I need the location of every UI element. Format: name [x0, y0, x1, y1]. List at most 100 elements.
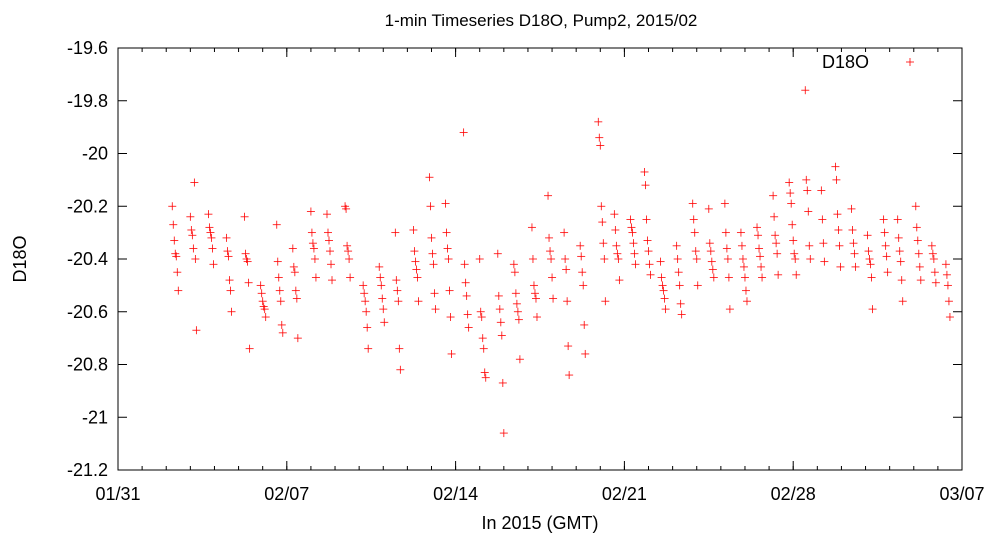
data-point [851, 262, 860, 271]
data-point [513, 307, 522, 316]
data-point [322, 210, 331, 219]
data-point [612, 241, 621, 250]
chart-title: 1-min Timeseries D18O, Pump2, 2015/02 [385, 11, 698, 30]
data-point [580, 320, 589, 329]
data-point [708, 265, 717, 274]
data-point [677, 310, 686, 319]
data-point [258, 297, 267, 306]
data-point [410, 247, 419, 256]
data-point [461, 278, 470, 287]
data-point [278, 328, 287, 337]
data-point [774, 270, 783, 279]
data-point [832, 175, 841, 184]
data-point [660, 294, 669, 303]
y-tick-label: -19.8 [67, 91, 108, 111]
data-point [188, 231, 197, 240]
data-point [725, 305, 734, 314]
data-point [915, 262, 924, 271]
data-point [531, 294, 540, 303]
data-point [614, 255, 623, 263]
data-point [360, 289, 369, 298]
data-point [771, 231, 780, 240]
data-point [611, 225, 620, 234]
data-point [227, 307, 236, 316]
data-point [172, 252, 181, 261]
data-point [499, 429, 508, 438]
data-point [656, 257, 665, 266]
y-axis-label: D18O [10, 235, 30, 282]
data-point [658, 281, 667, 290]
y-tick-label: -21 [82, 407, 108, 427]
y-tick-label: -20 [82, 144, 108, 164]
data-point [773, 249, 782, 258]
data-point [310, 255, 319, 263]
data-point [187, 225, 196, 234]
data-point [412, 265, 421, 274]
data-point [477, 313, 486, 322]
data-point [724, 273, 733, 282]
data-point [867, 273, 876, 282]
x-tick-label: 02/07 [264, 484, 309, 504]
data-point [629, 239, 638, 248]
x-tick-label: 03/07 [939, 484, 984, 504]
data-point [706, 247, 715, 256]
data-point [244, 278, 253, 287]
data-point [325, 236, 333, 245]
data-point [343, 241, 352, 250]
data-point [595, 133, 604, 142]
data-point [578, 268, 587, 277]
data-point [757, 262, 766, 271]
data-point [481, 373, 490, 382]
y-tick-label: -20.2 [67, 196, 108, 216]
x-tick-label: 01/31 [95, 484, 140, 504]
data-point [173, 268, 182, 277]
data-point [549, 294, 558, 303]
data-point [245, 344, 254, 353]
data-point [478, 334, 487, 343]
data-point [803, 186, 812, 195]
data-point [597, 202, 606, 211]
data-point [849, 239, 858, 248]
data-point [425, 173, 434, 182]
data-point [627, 223, 636, 232]
x-axis-label: In 2015 (GMT) [481, 513, 598, 533]
data-point [675, 281, 684, 290]
data-point [720, 199, 729, 208]
data-point [224, 252, 233, 261]
data-point [928, 249, 937, 258]
data-point [944, 297, 953, 306]
data-point [209, 260, 218, 269]
data-point [208, 244, 217, 253]
y-tick-label: -20.8 [67, 355, 108, 375]
data-point [377, 281, 386, 290]
data-point [600, 255, 609, 263]
data-point [883, 268, 892, 277]
data-point [672, 241, 681, 250]
data-point [464, 323, 473, 332]
data-point [802, 175, 811, 184]
data-point [459, 128, 468, 137]
data-point [879, 215, 888, 224]
data-point [806, 255, 815, 263]
data-point [863, 231, 872, 240]
data-point [170, 236, 179, 245]
data-point [896, 257, 905, 266]
data-point [204, 210, 213, 219]
data-point [581, 349, 590, 358]
data-point [444, 255, 453, 263]
data-point [756, 252, 765, 261]
data-point [721, 228, 730, 237]
data-point [644, 247, 653, 256]
data-point [790, 249, 799, 258]
data-point [395, 344, 404, 353]
data-point [626, 215, 635, 224]
data-point [564, 342, 573, 351]
data-point [740, 273, 749, 282]
data-point [646, 270, 655, 279]
legend: D18O [822, 52, 914, 72]
data-point [594, 117, 603, 126]
data-point [881, 241, 890, 250]
data-point [376, 273, 385, 282]
data-point [427, 233, 436, 242]
data-point [693, 281, 702, 290]
